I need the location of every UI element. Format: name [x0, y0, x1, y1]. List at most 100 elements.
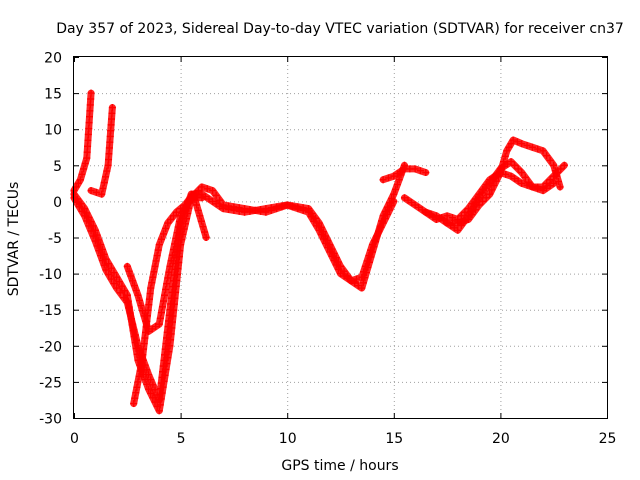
data-point [123, 262, 131, 270]
data-point [85, 222, 93, 230]
data-point [377, 223, 385, 231]
data-point [354, 282, 362, 290]
data-point [546, 182, 554, 190]
data-point [147, 284, 155, 292]
data-point [153, 402, 161, 410]
data-point [87, 89, 95, 97]
data-point [163, 280, 171, 288]
data-point [528, 143, 536, 151]
data-point [393, 170, 401, 178]
data-point [482, 184, 490, 192]
data-point [130, 400, 138, 408]
data-point [411, 165, 419, 173]
data-point [156, 314, 164, 322]
chart-title: Day 357 of 2023, Sidereal Day-to-day VTE… [56, 21, 624, 37]
data-point [273, 203, 281, 211]
data-point [395, 176, 403, 184]
data-point [171, 240, 179, 248]
data-point [470, 203, 478, 211]
data-point [486, 179, 494, 187]
data-point [251, 206, 259, 214]
data-point [130, 282, 138, 290]
data-point [80, 165, 88, 173]
data-point [102, 266, 110, 274]
data-point [131, 331, 139, 339]
data-point [467, 207, 475, 215]
data-point [550, 161, 558, 169]
data-point [392, 185, 400, 193]
data-point [368, 241, 376, 249]
data-point [155, 241, 163, 249]
series-track-f [130, 190, 210, 408]
data-point [507, 172, 515, 180]
data-point [132, 389, 140, 397]
data-point [81, 159, 89, 167]
data-point [257, 206, 265, 214]
data-point [209, 197, 217, 205]
data-point [74, 179, 82, 187]
data-point [212, 191, 220, 199]
data-point [85, 119, 93, 127]
data-point [408, 199, 416, 207]
data-point [127, 315, 135, 323]
data-point [83, 148, 91, 156]
data-point [310, 217, 318, 225]
data-point [152, 257, 160, 265]
data-point [518, 169, 526, 177]
data-point [160, 230, 168, 238]
data-point [543, 152, 551, 160]
data-point [136, 367, 144, 375]
data-point [360, 268, 368, 276]
data-point [84, 130, 92, 138]
data-point [175, 217, 183, 225]
data-point [75, 203, 83, 211]
data-point [400, 194, 408, 202]
y-tick-label: -10 [39, 267, 62, 283]
series-line [123, 194, 206, 335]
data-point [107, 275, 115, 283]
data-point [422, 169, 430, 177]
data-point [167, 300, 175, 308]
data-point [167, 257, 175, 265]
data-point [127, 272, 135, 280]
y-tick-label: 10 [44, 123, 62, 139]
data-point [322, 239, 330, 247]
data-point [511, 161, 519, 169]
data-point [539, 187, 547, 195]
data-point [187, 194, 195, 202]
data-point [457, 221, 465, 229]
data-point [294, 205, 302, 213]
data-point [110, 280, 118, 288]
data-point [151, 386, 159, 394]
data-point [86, 113, 94, 121]
data-point [528, 183, 536, 191]
data-point [390, 172, 398, 180]
data-point [133, 336, 141, 344]
data-point [523, 141, 531, 149]
data-point [108, 104, 116, 112]
data-point [373, 232, 381, 240]
data-point [546, 156, 554, 164]
data-point [86, 107, 94, 115]
data-point [147, 376, 155, 384]
data-point [172, 208, 180, 216]
data-point [99, 184, 107, 192]
data-point [100, 179, 108, 187]
data-point [172, 234, 180, 242]
data-point [347, 277, 355, 285]
data-point [154, 246, 162, 254]
data-point [371, 236, 379, 244]
data-point [381, 215, 389, 223]
data-point [148, 325, 156, 333]
data-point [432, 212, 440, 220]
data-point [149, 273, 157, 281]
data-point [199, 223, 207, 231]
data-point [319, 235, 327, 243]
data-point [352, 275, 360, 283]
series-track-j [379, 165, 430, 184]
data-point [513, 138, 521, 146]
y-tick-label: -15 [39, 303, 62, 319]
data-point [155, 320, 163, 328]
data-point [397, 167, 405, 175]
data-point [363, 257, 371, 265]
